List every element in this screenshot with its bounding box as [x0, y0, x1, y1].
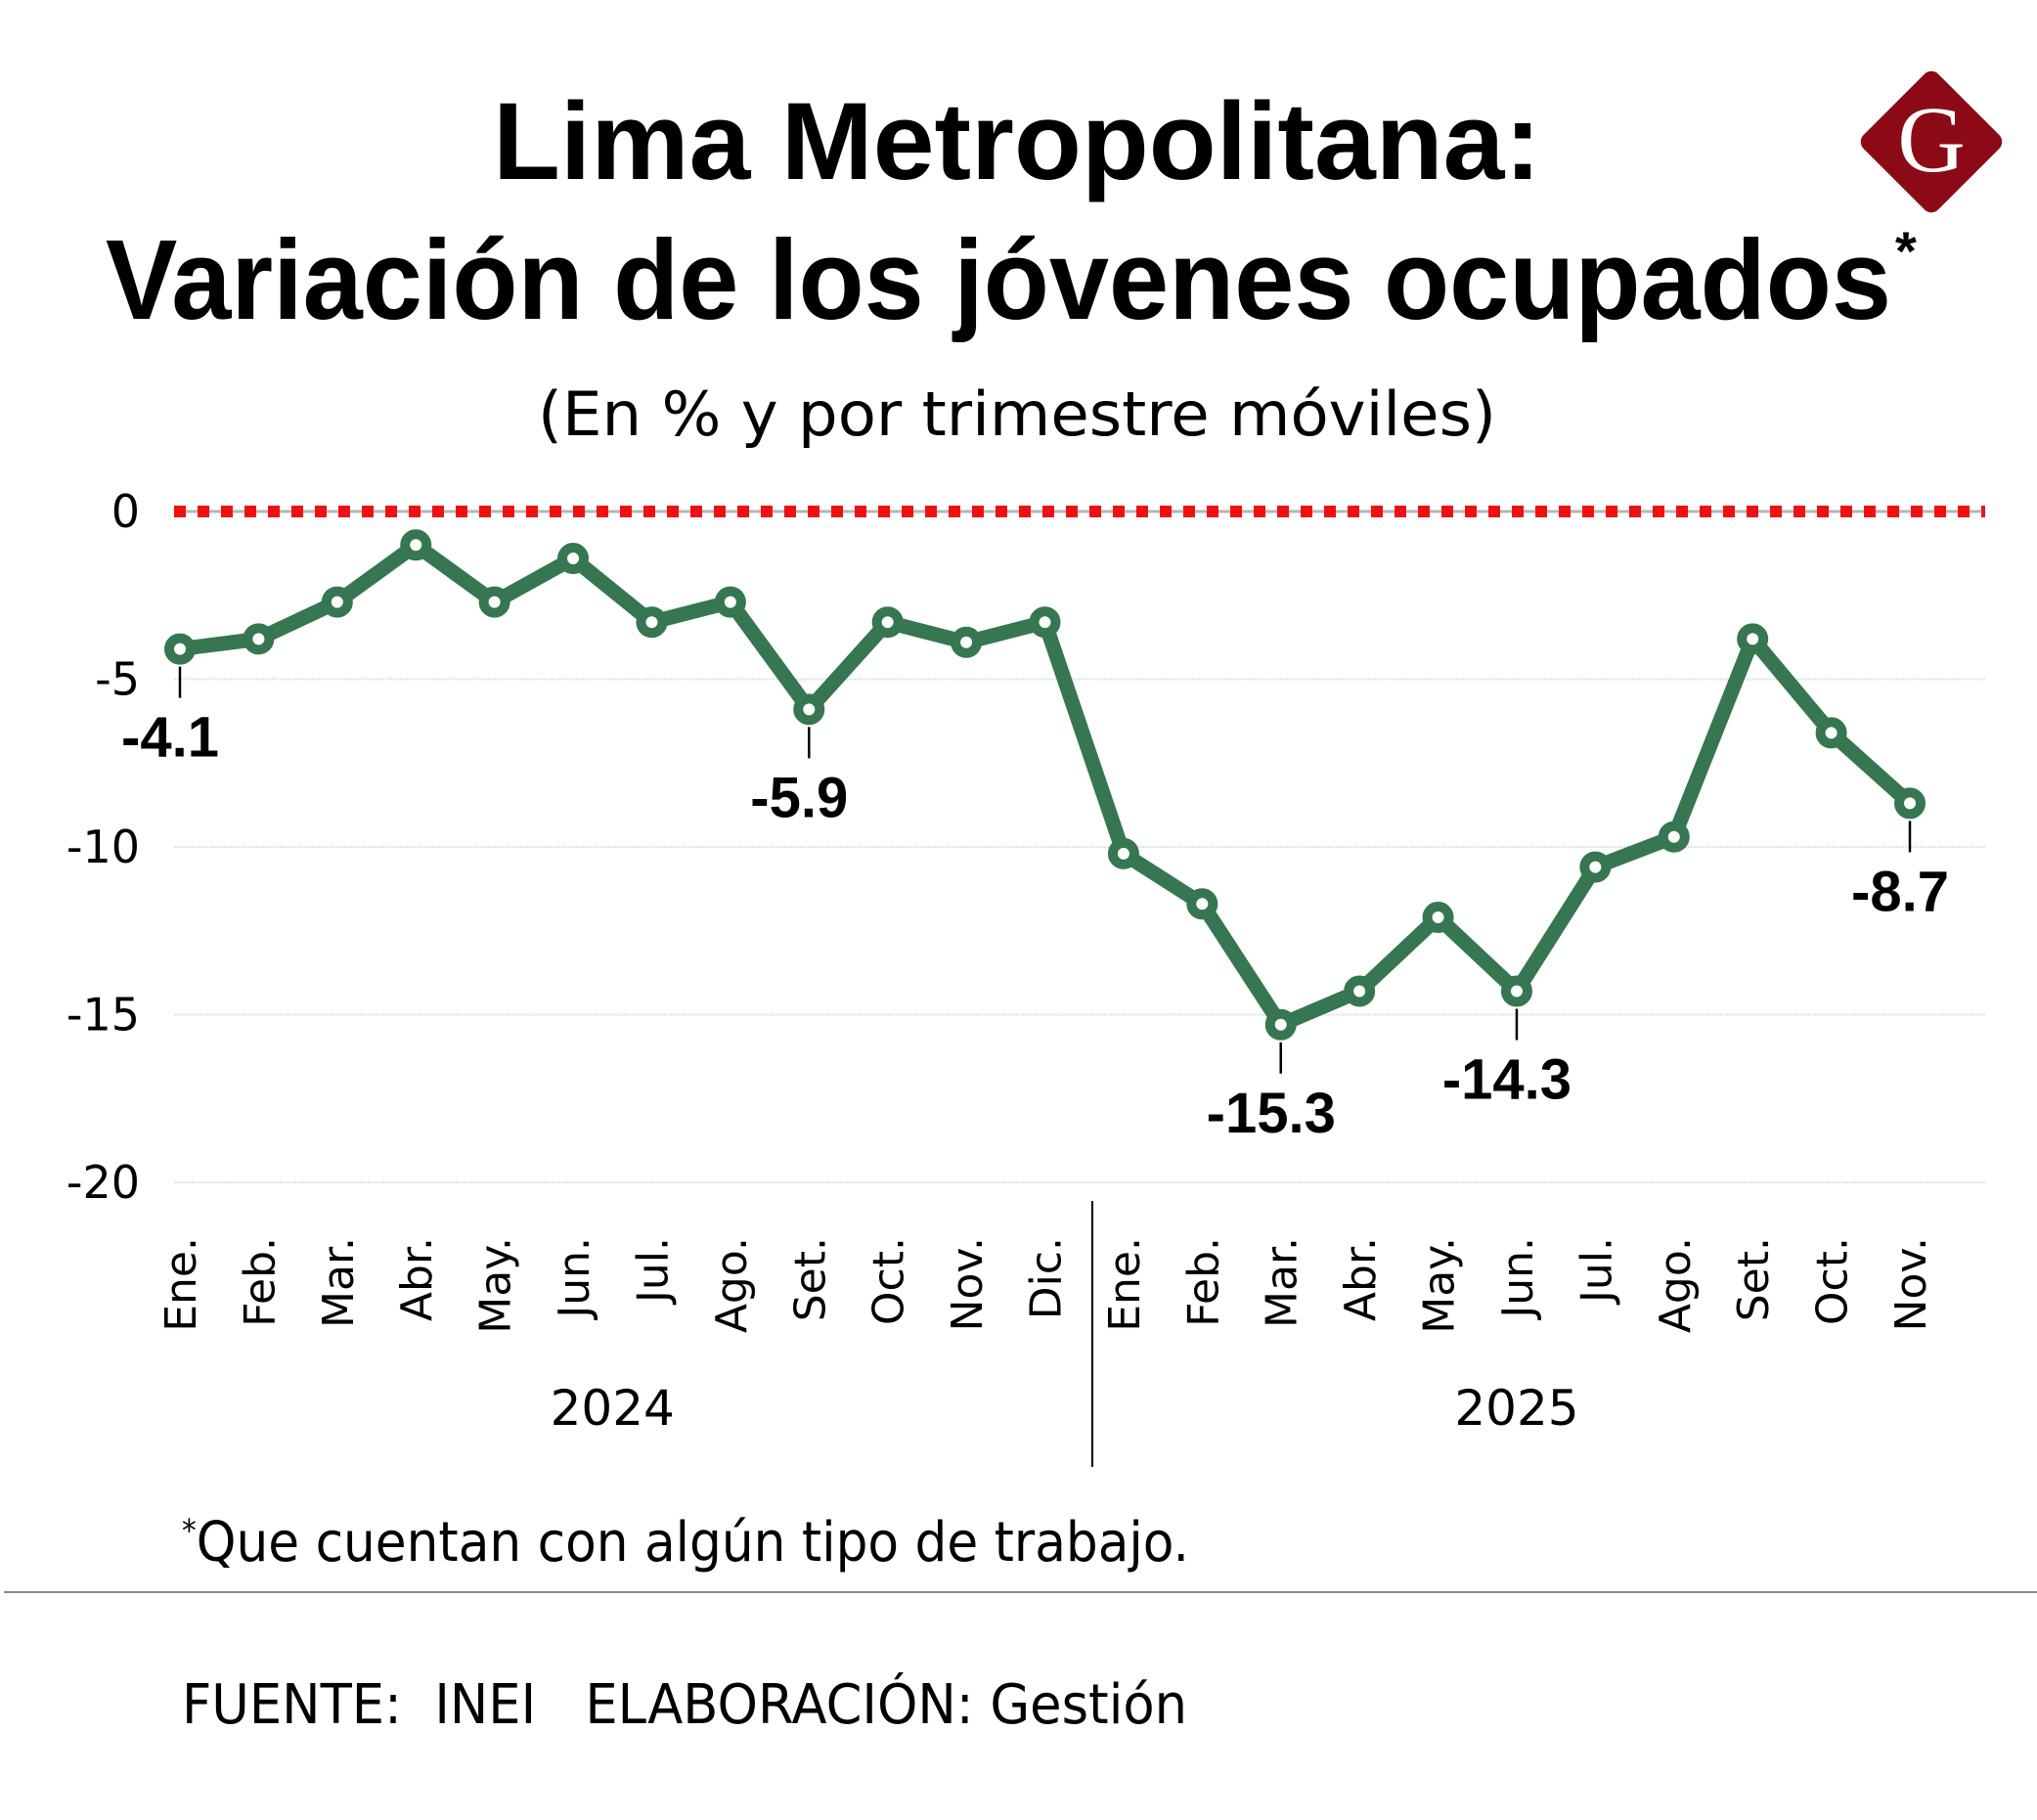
- annotation-leaders: [178, 666, 1912, 1074]
- data-point-marker: [1107, 837, 1139, 869]
- x-tick-label: Set.: [1729, 1237, 1779, 1321]
- year-label: 2024: [551, 1380, 675, 1437]
- data-labels: -4.1 -5.9 -15.3 -14.3 -8.7: [121, 706, 1949, 1145]
- y-tick-label: -15: [66, 989, 140, 1042]
- x-tick-label: Ene.: [156, 1237, 206, 1332]
- x-tick-label: Ago.: [1651, 1237, 1701, 1333]
- title-line-1: Lima Metropolitana:: [493, 80, 1541, 202]
- data-label: -15.3: [1207, 1082, 1336, 1145]
- data-point-marker: [1186, 888, 1218, 920]
- gestion-logo: G: [1860, 70, 2003, 213]
- data-point-marker: [1500, 975, 1532, 1007]
- data-point-marker: [1815, 717, 1847, 749]
- data-label: -5.9: [750, 766, 848, 829]
- series-markers: [164, 529, 1926, 1041]
- logo-diamond-icon: [1860, 70, 2003, 213]
- subtitle: (En % y por trimestre móviles): [538, 378, 1496, 450]
- year-label: 2025: [1454, 1380, 1578, 1437]
- data-point-marker: [321, 586, 353, 618]
- data-point-marker: [1344, 975, 1376, 1007]
- x-tick-label: Jul.: [1572, 1237, 1621, 1306]
- data-label: -14.3: [1442, 1047, 1572, 1111]
- x-axis-year-labels: 2024 2025: [551, 1380, 1579, 1437]
- x-tick-label: Nov.: [1886, 1237, 1936, 1331]
- x-axis-month-labels: Ene. Feb. Mar. Abr. May. Jun. Jul. Ago. Set. Oct.…: [156, 1237, 1936, 1334]
- data-point-marker: [557, 543, 590, 575]
- x-tick-label: Abr.: [1336, 1237, 1386, 1321]
- x-tick-label: Mar.: [1258, 1237, 1307, 1328]
- x-tick-label: Dic.: [1022, 1237, 1072, 1319]
- data-label: -8.7: [1851, 860, 1949, 923]
- x-tick-label: Feb.: [235, 1237, 285, 1327]
- x-tick-label: Nov.: [943, 1237, 993, 1331]
- x-tick-label: Jun.: [550, 1237, 599, 1321]
- data-point-marker: [400, 529, 432, 561]
- footnote-marker: *: [182, 1512, 197, 1549]
- data-point-marker: [636, 606, 668, 639]
- x-tick-label: Abr.: [392, 1237, 442, 1321]
- data-point-marker: [1422, 902, 1454, 934]
- x-tick-label: Jun.: [1493, 1237, 1543, 1321]
- data-point-marker: [478, 586, 510, 618]
- x-tick-label: Feb.: [1178, 1237, 1228, 1327]
- data-point-marker: [1264, 1008, 1297, 1041]
- x-tick-label: May.: [1415, 1237, 1465, 1334]
- title-asterisk: *: [1895, 220, 1917, 282]
- data-point-marker: [164, 633, 196, 665]
- x-tick-label: Oct.: [864, 1237, 914, 1325]
- source-credit: FUENTE: INEI ELABORACIÓN: Gestión: [182, 1673, 1187, 1737]
- footnote: *Que cuentan con algún tipo de trabajo.: [182, 1511, 1189, 1575]
- title-line-2: Variación de los jóvenes ocupados: [106, 216, 1891, 343]
- data-point-marker: [871, 606, 904, 639]
- x-tick-label: Ago.: [707, 1237, 757, 1333]
- data-point-marker: [243, 623, 275, 655]
- x-tick-label: May.: [471, 1237, 521, 1334]
- y-axis-ticks: 0 -5 -10 -15 -20: [66, 485, 140, 1209]
- x-tick-label: Jul.: [628, 1237, 678, 1306]
- data-point-marker: [1737, 623, 1769, 655]
- data-point-marker: [1029, 606, 1061, 639]
- x-tick-label: Set.: [785, 1237, 835, 1321]
- data-point-marker: [793, 693, 825, 726]
- data-point-marker: [951, 626, 983, 658]
- data-point-marker: [1894, 787, 1926, 820]
- y-tick-label: -10: [66, 821, 140, 873]
- y-tick-label: 0: [111, 485, 140, 538]
- data-point-marker: [1658, 821, 1690, 853]
- footnote-text: Que cuentan con algún tipo de trabajo.: [197, 1511, 1189, 1575]
- y-tick-label: -20: [66, 1156, 140, 1209]
- data-point-marker: [1579, 851, 1612, 883]
- x-tick-label: Oct.: [1808, 1237, 1858, 1325]
- y-tick-label: -5: [95, 653, 140, 706]
- data-point-marker: [714, 586, 746, 618]
- logo-letter: G: [1897, 87, 1965, 192]
- x-tick-label: Mar.: [314, 1237, 364, 1328]
- x-tick-label: Ene.: [1100, 1237, 1150, 1332]
- data-label: -4.1: [121, 706, 219, 770]
